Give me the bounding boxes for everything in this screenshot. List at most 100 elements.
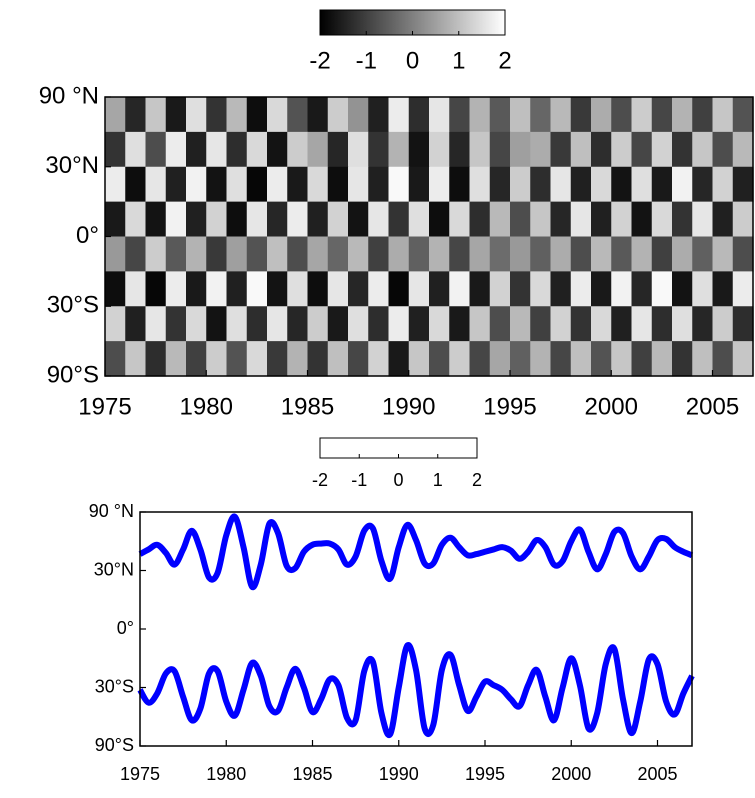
heatmap-cell [570,341,592,377]
heatmap-cell [570,236,592,272]
heatmap-cell [429,306,450,342]
x-tick-label: 1975 [120,764,160,784]
heatmap-cell [469,271,491,307]
heatmap-cell [672,341,693,377]
heatmap-cell [307,166,329,203]
heatmap-cell [611,97,633,133]
heatmap-cell [530,97,552,133]
heatmap-cell [510,131,531,168]
heatmap-cell [388,166,410,203]
heatmap-cell [186,306,207,342]
x-tick-label: 2000 [551,764,591,784]
colorbar-tick-label: 2 [498,47,511,74]
heatmap-cell [267,131,288,168]
heatmap-cell [591,131,612,168]
heatmap-cell [327,236,349,272]
heatmap-cell [651,201,673,238]
heatmap-cell [145,341,167,377]
heatmap-cell [267,271,288,307]
heatmap-cell [591,166,612,203]
heatmap-cell [105,341,126,377]
heatmap-cell [570,166,592,203]
heatmap-cell [287,131,309,168]
heatmap-cell [408,271,430,307]
heatmap-cell [692,306,714,342]
heatmap-cell [165,341,187,377]
heatmap-cell [206,166,228,203]
heatmap-cell [672,201,693,238]
heatmap-cell [631,131,653,168]
heatmap-cell [348,271,369,307]
heatmap-cell [165,131,187,168]
heatmap-cell [489,236,511,272]
heatmap-cell [388,341,410,377]
heatmap-cell [530,201,552,238]
heatmap-cell [388,131,410,168]
colorbar-tick-label: 2 [472,470,482,490]
x-tick-label: 1980 [180,393,233,420]
heatmap-cell [348,131,369,168]
heatmap-cell [510,271,531,307]
heatmap-cell [510,166,531,203]
heatmap-cell [327,201,349,238]
heatmap-cell [327,131,349,168]
heatmap-cell [165,306,187,342]
heatmap-cell [429,271,450,307]
heatmap-cell [125,306,147,342]
heatmap-cell [408,201,430,238]
heatmap-cell [712,236,734,272]
heatmap-cell [348,306,369,342]
heatmap-cell [368,341,390,377]
x-tick-label: 1990 [379,764,419,784]
heatmap-cell [105,271,126,307]
heatmap-cell [246,306,268,342]
heatmap-cell [287,271,309,307]
heatmap-cell [226,201,248,238]
heatmap-cell [246,236,268,272]
heatmap-cell [530,306,552,342]
heatmap-cell [692,201,714,238]
heatmap-cell [206,306,228,342]
heatmap-cell [125,166,147,203]
heatmap-cell [651,341,673,377]
heatmap-cell [246,166,268,203]
heatmap-cell [732,306,754,342]
heatmap-cell [368,306,390,342]
heatmap-cell [105,166,126,203]
heatmap-cell [651,306,673,342]
heatmap-cell [267,341,288,377]
heatmap-cell [145,166,167,203]
x-tick-label: 2005 [686,393,739,420]
heatmap-cell [732,201,754,238]
heatmap-cell [530,341,552,377]
heatmap-cell [449,306,471,342]
heatmap-cell [550,131,572,168]
heatmap-cell [388,271,410,307]
heatmap-cell [712,306,734,342]
x-tick-label: 1985 [292,764,332,784]
x-tick-label: 1975 [78,393,131,420]
heatmap-cell [489,201,511,238]
heatmap-cell [469,97,491,133]
heatmap-cell [692,166,714,203]
heatmap-cell [469,201,491,238]
heatmap-cell [226,341,248,377]
heatmap-cell [570,131,592,168]
heatmap-cell [206,341,228,377]
heatmap-cell [611,236,633,272]
heatmap-cell [226,306,248,342]
heatmap-cell [348,341,369,377]
heatmap-cell [732,236,754,272]
y-tick-label: 0° [76,222,99,249]
heatmap-cell [388,201,410,238]
heatmap-cell [550,341,572,377]
colorbar-tick-label: 1 [452,47,465,74]
heatmap-cell [469,131,491,168]
heatmap-cell [408,166,430,203]
heatmap-cell [489,341,511,377]
heatmap-cell [368,201,390,238]
heatmap-cell [226,166,248,203]
colorbar-tick-label: 1 [433,470,443,490]
heatmap-cell [125,341,147,377]
